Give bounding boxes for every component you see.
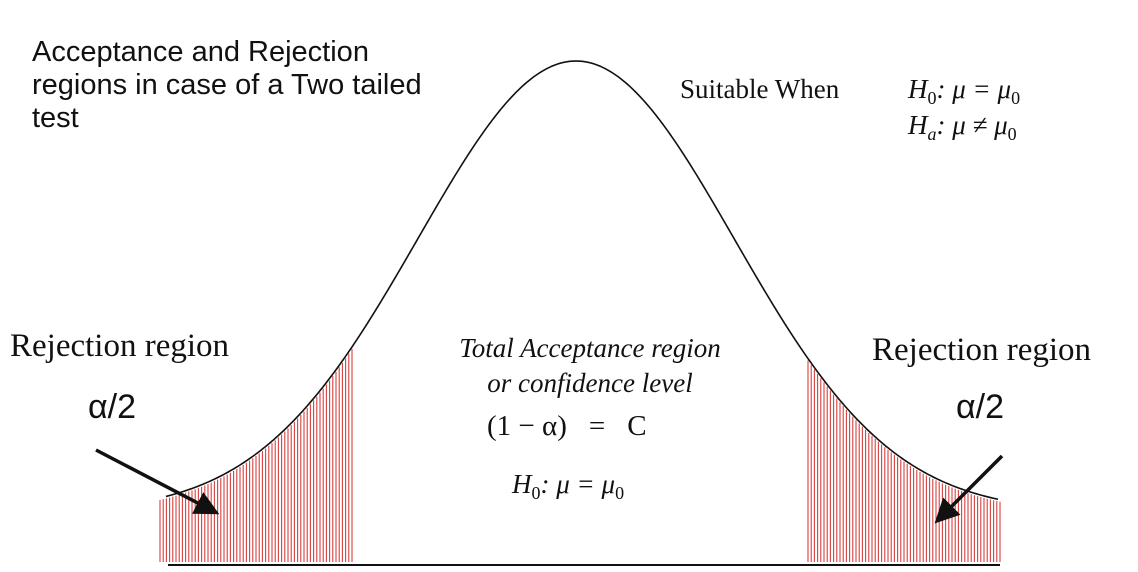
left-rejection-hatch — [159, 348, 353, 562]
ha-symbol: H — [907, 110, 929, 140]
acceptance-region-line1: Total Acceptance region — [459, 333, 720, 363]
h0-relation: : μ = μ — [937, 74, 1012, 104]
formula-lhs: (1 − α) — [487, 410, 567, 442]
ha-subscript: a — [928, 124, 937, 144]
left-alpha-arrow — [95, 448, 220, 515]
right-alpha-label: α/2 — [956, 388, 1004, 426]
right-alpha-arrow — [934, 454, 1004, 524]
ha-hypothesis: Ha: μ ≠ μ0 — [907, 110, 1017, 144]
center-h0-relation: : μ = μ — [541, 469, 616, 499]
center-h0-rhs-subscript: 0 — [615, 483, 624, 503]
center-h0-symbol: H — [511, 469, 533, 499]
suitable-when-label: Suitable When — [680, 74, 840, 104]
ha-relation: : μ ≠ μ — [937, 110, 1008, 140]
h0-symbol: H — [907, 74, 929, 104]
center-h0-hypothesis: H0: μ = μ0 — [511, 469, 624, 503]
formula-rhs: C — [627, 410, 646, 442]
bell-curve — [165, 60, 999, 501]
formula-eq: = — [589, 410, 605, 442]
left-alpha-label: α/2 — [88, 388, 136, 426]
confidence-formula: (1 − α) = C — [487, 410, 647, 442]
diagram-title: Acceptance and Rejection regions in case… — [32, 36, 422, 134]
ha-rhs-subscript: 0 — [1008, 124, 1017, 144]
right-rejection-label: Rejection region — [872, 332, 1091, 368]
right-rejection-hatch — [807, 360, 1001, 562]
acceptance-region-line2: or confidence level — [487, 368, 692, 398]
left-rejection-label: Rejection region — [10, 328, 229, 364]
h0-subscript: 0 — [928, 88, 937, 108]
center-h0-subscript: 0 — [532, 483, 541, 503]
h0-rhs-subscript: 0 — [1011, 88, 1020, 108]
h0-hypothesis: H0: μ = μ0 — [907, 74, 1020, 108]
